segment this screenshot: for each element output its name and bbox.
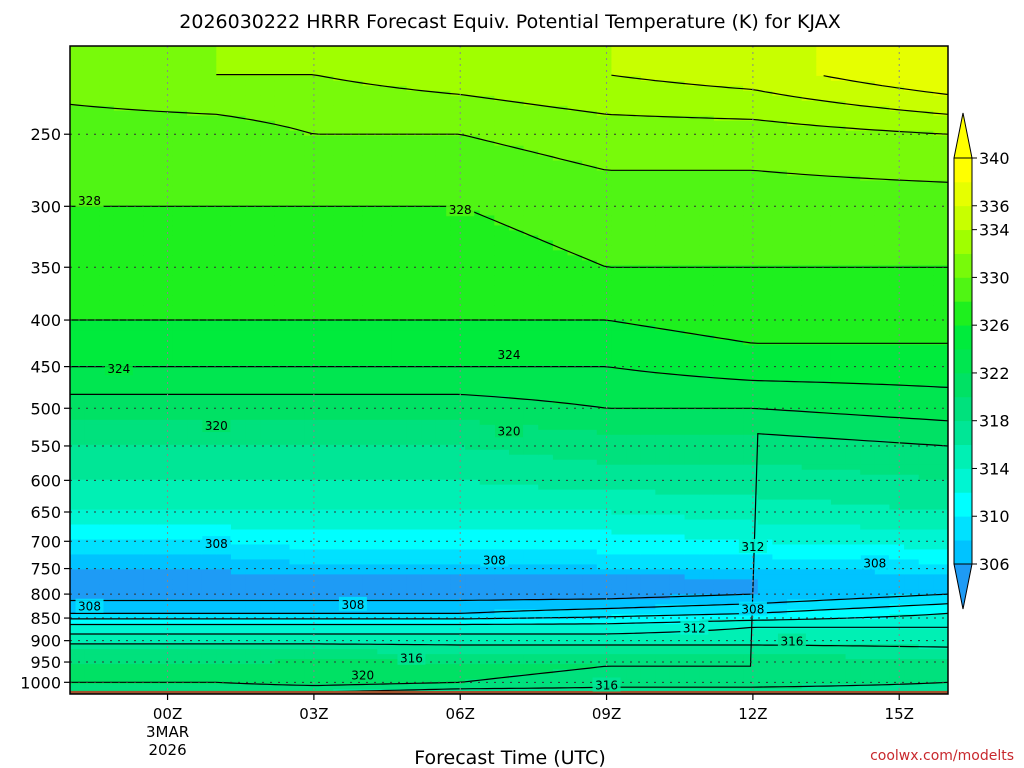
y-tick-label: 750 xyxy=(30,560,61,579)
contour-label: 324 xyxy=(498,348,521,362)
contour-label: 320 xyxy=(351,669,374,683)
contour-label: 316 xyxy=(400,652,423,666)
colorbar-segment xyxy=(954,372,972,398)
colorbar-segment xyxy=(954,253,972,278)
x-tick-label: 15Z xyxy=(885,705,914,723)
colorbar-segment xyxy=(954,396,972,422)
y-tick-label: 250 xyxy=(30,125,61,144)
colorbar-segment xyxy=(954,468,972,493)
colorbar-segment xyxy=(954,492,972,517)
y-tick-label: 350 xyxy=(30,258,61,277)
contour-label: 308 xyxy=(863,556,886,570)
contour-label: 308 xyxy=(341,598,364,612)
x-tick-label: 03Z xyxy=(299,705,328,723)
colorbar-tick-label: 310 xyxy=(979,507,1010,526)
colorbar-segment xyxy=(954,540,972,565)
colorbar-segment xyxy=(954,349,972,374)
x-tick-label: 12Z xyxy=(738,705,767,723)
colorbar-tick-label: 318 xyxy=(979,412,1010,431)
credit-text: coolwx.com/modelts xyxy=(870,748,1014,764)
y-tick-label: 550 xyxy=(30,437,61,456)
chart-title: 2026030222 HRRR Forecast Equiv. Potentia… xyxy=(179,11,840,33)
y-tick-label: 500 xyxy=(30,399,61,418)
contour-label: 308 xyxy=(78,600,101,614)
contour-label: 312 xyxy=(741,540,764,554)
y-tick-label: 450 xyxy=(30,358,61,377)
y-tick-label: 850 xyxy=(30,609,61,628)
colorbar-tick-label: 330 xyxy=(979,268,1010,287)
x-tick-label: 06Z xyxy=(446,705,475,723)
theta-e-bands xyxy=(70,46,948,694)
contour-label: 312 xyxy=(683,622,706,636)
plot-frame xyxy=(69,45,949,695)
contour-label: 316 xyxy=(595,678,618,692)
x-axis-label: Forecast Time (UTC) xyxy=(414,747,605,768)
y-tick-label: 300 xyxy=(30,197,61,216)
contour-label: 308 xyxy=(483,554,506,568)
contour-label: 320 xyxy=(205,419,228,433)
y-tick-label: 650 xyxy=(30,503,61,522)
y-tick-label: 800 xyxy=(30,585,61,604)
colorbar-over-arrow xyxy=(953,112,973,159)
colorbar-tick-label: 314 xyxy=(979,459,1010,478)
colorbar-segment xyxy=(954,420,972,445)
colorbar-segment xyxy=(954,444,972,469)
y-tick-label: 1000 xyxy=(20,673,61,692)
x-tick-label: 09Z xyxy=(592,705,621,723)
y-tick-label: 700 xyxy=(30,532,61,551)
colorbar-segment xyxy=(954,158,972,183)
y-tick-label: 600 xyxy=(30,471,61,490)
contour-label: 316 xyxy=(780,635,803,649)
colorbar-segment xyxy=(954,325,972,350)
contour-label: 308 xyxy=(205,537,228,551)
y-axis: 250 300 350 400 450 500 550 600 650 700 750 800 850 9… xyxy=(20,125,70,692)
x-tick-date: 2026 xyxy=(148,741,186,759)
contour-label: 328 xyxy=(78,194,101,208)
contour-label: 320 xyxy=(498,424,521,438)
x-tick-date: 3MAR xyxy=(146,723,189,741)
colorbar-under-arrow xyxy=(953,563,973,610)
colorbar-segment xyxy=(954,516,972,541)
colorbar-segment xyxy=(954,277,972,302)
colorbar-tick-label: 340 xyxy=(979,149,1010,168)
contour-label: 328 xyxy=(449,203,472,217)
colorbar-tick-label: 326 xyxy=(979,316,1010,335)
colorbar-tick-label: 336 xyxy=(979,197,1010,216)
colorbar-tick-label: 306 xyxy=(979,555,1010,574)
colorbar: 306 310 314 318 322 326 330 334 336 340 xyxy=(953,112,1010,610)
contour-label: 308 xyxy=(741,603,764,617)
x-tick-label: 00Z xyxy=(153,705,182,723)
y-tick-label: 950 xyxy=(30,653,61,672)
colorbar-segment xyxy=(954,229,972,254)
colorbar-segment xyxy=(954,301,972,326)
ground-strip xyxy=(70,690,948,694)
colorbar-segment xyxy=(954,181,972,207)
y-tick-label: 900 xyxy=(30,632,61,651)
contour-lines xyxy=(70,74,948,693)
contour-labels: 328 328 324 324 320 320 308 308 312 308 308 308 308 3… xyxy=(75,192,889,692)
colorbar-tick-label: 334 xyxy=(979,221,1010,240)
colorbar-tick-label: 322 xyxy=(979,364,1010,383)
colorbar-segment xyxy=(954,205,972,231)
y-tick-label: 400 xyxy=(30,311,61,330)
gridlines xyxy=(70,46,948,694)
contour-label: 324 xyxy=(107,362,130,376)
